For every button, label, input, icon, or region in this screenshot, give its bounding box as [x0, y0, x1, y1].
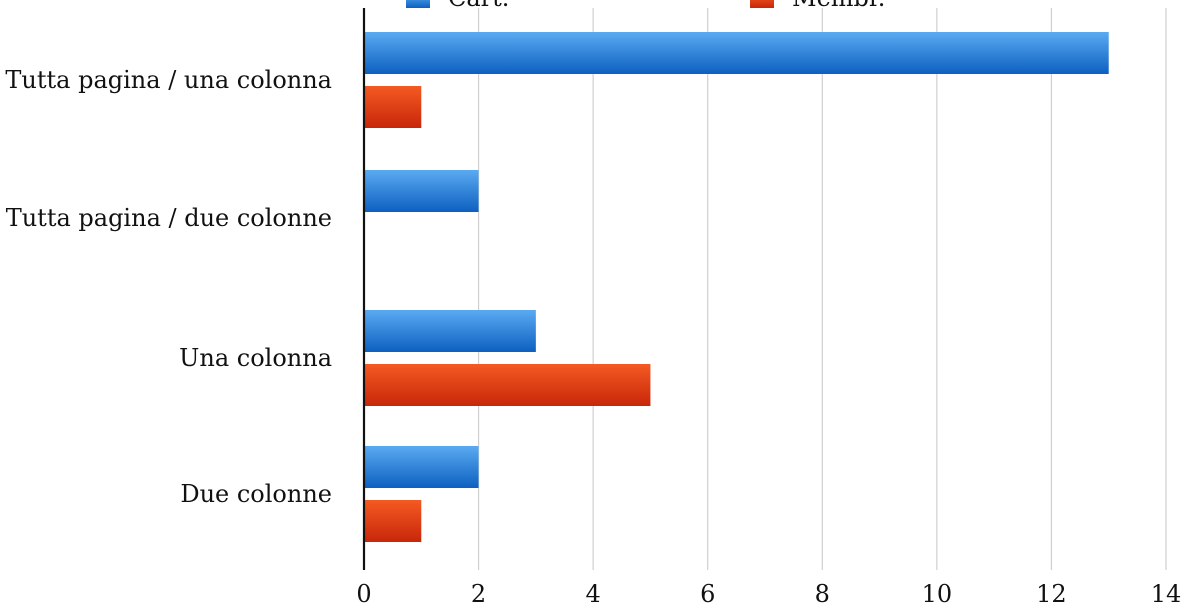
category-label-3: Due colonne: [180, 480, 332, 508]
category-label-1: Tutta pagina / due colonne: [6, 204, 332, 232]
bars: [364, 32, 1109, 542]
bar-cart-3: [364, 446, 479, 488]
x-tick-label-12: 12: [1036, 580, 1067, 607]
bar-membr-0: [364, 86, 422, 128]
bar-cart-2: [364, 310, 536, 352]
x-tick-label-14: 14: [1151, 580, 1182, 607]
legend-swatch-cart: [406, 0, 430, 8]
bar-membr-3: [364, 500, 422, 542]
category-label-2: Una colonna: [179, 344, 332, 372]
x-tick-label-10: 10: [922, 580, 953, 607]
legend-label-membr: Membr.: [792, 0, 885, 12]
legend: Cart. Membr.: [406, 0, 885, 12]
category-label-0: Tutta pagina / una colonna: [5, 66, 332, 94]
bar-cart-1: [364, 170, 479, 212]
legend-swatch-membr: [750, 0, 774, 8]
x-tick-label-2: 2: [471, 580, 486, 607]
x-tick-label-0: 0: [356, 580, 371, 607]
bar-cart-0: [364, 32, 1109, 74]
x-tick-label-8: 8: [815, 580, 830, 607]
grid-lines: [477, 8, 1167, 570]
x-tick-label-6: 6: [700, 580, 715, 607]
axes: 0 2 4 6 8 10 12 14 Tutta pagina / una colonna Tut…: [5, 8, 1181, 607]
bar-membr-2: [364, 364, 651, 406]
legend-label-cart: Cart.: [448, 0, 509, 12]
x-tick-label-4: 4: [586, 580, 601, 607]
